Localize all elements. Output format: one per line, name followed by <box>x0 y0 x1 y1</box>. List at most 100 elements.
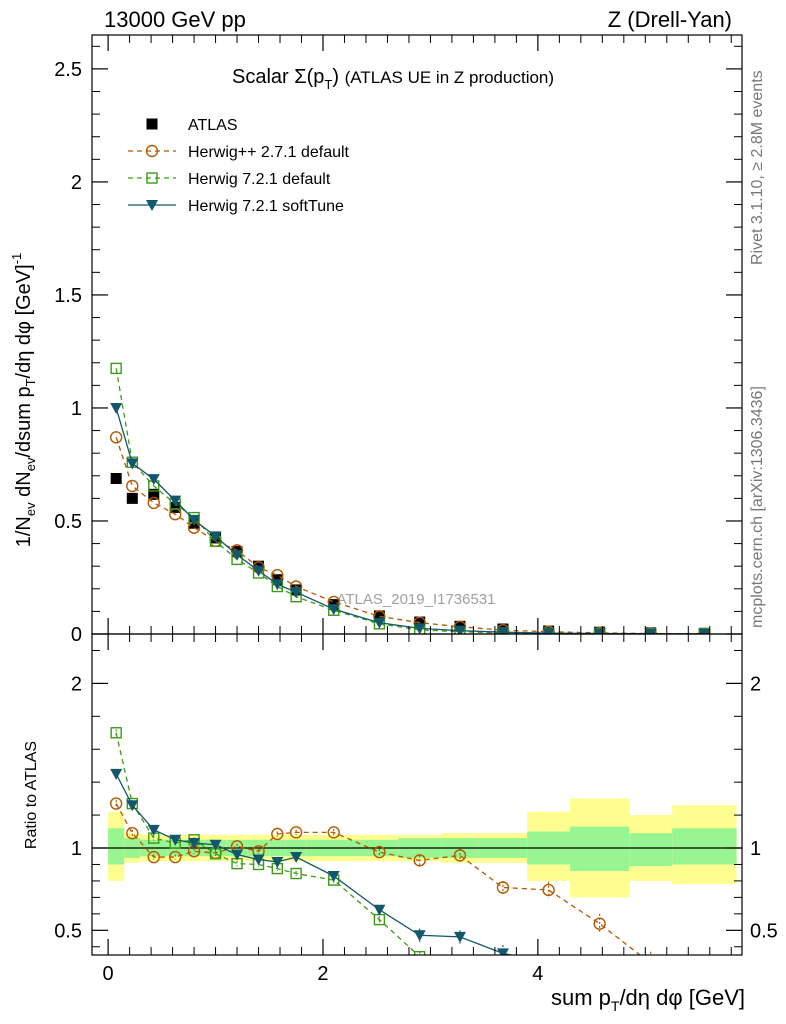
data-point-1 <box>126 479 139 493</box>
data-point-3 <box>231 549 244 561</box>
data-point-3 <box>252 565 265 577</box>
ratio-y-label: Ratio to ATLAS <box>23 741 40 849</box>
ratio-point-0 <box>699 966 710 977</box>
ratio-point-2 <box>169 834 182 846</box>
data-point-3 <box>413 623 426 634</box>
data-point-3 <box>209 531 222 543</box>
ratio-plot-frame <box>91 633 743 956</box>
ratio-point-1 <box>290 867 302 880</box>
ratio-point-0 <box>496 881 510 894</box>
ratio-point-0 <box>327 826 340 839</box>
data-point-3 <box>644 628 657 634</box>
ratio-point-2 <box>188 838 201 850</box>
ratio-plot-marks <box>92 727 742 980</box>
legend-label: ATLAS <box>188 117 238 134</box>
watermark: ATLAS_2019_I1736531 <box>336 591 495 608</box>
y-tick-label: 1.5 <box>54 285 82 307</box>
ratio-point-2 <box>543 958 555 969</box>
y-tick-label: 0.5 <box>54 511 82 533</box>
data-point-3 <box>169 495 182 507</box>
ratio-point-2 <box>594 966 606 977</box>
ratio-point-0 <box>413 854 426 867</box>
legend-marker <box>146 118 158 130</box>
data-point-0 <box>414 616 426 628</box>
ratio-point-1 <box>413 950 426 955</box>
data-point-0 <box>110 472 122 484</box>
data-point-3 <box>496 627 509 634</box>
header-right: Z (Drell-Yan) <box>608 7 732 32</box>
ratio-point-2 <box>327 870 340 882</box>
uncertainty-band-inner <box>570 826 630 872</box>
ratio-y-tick-label: 0.5 <box>54 920 82 942</box>
main-panel: ATLAS_2019_I1736531 0 0.5 1 1.5 2 2.5 Scalar … <box>9 34 743 646</box>
data-point-0 <box>148 488 160 500</box>
ratio-point-2 <box>252 854 265 866</box>
ratio-y-tick-label-right: 1 <box>750 838 761 860</box>
ratio-point-1 <box>455 960 465 970</box>
data-point-3 <box>110 402 123 414</box>
main-plot-axes: 0 0.5 1 1.5 2 2.5 <box>54 35 742 646</box>
series-line-1 <box>115 437 705 634</box>
ratio-point-0 <box>373 845 386 859</box>
ratio-point-0 <box>126 826 139 840</box>
ratio-y-tick-label-right: 0.5 <box>750 920 778 942</box>
legend-marker <box>146 172 158 184</box>
y-tick-label: 2.5 <box>54 59 82 81</box>
data-point-2 <box>110 362 122 375</box>
ratio-point-0 <box>593 917 606 930</box>
ratio-point-0 <box>271 827 284 841</box>
ratio-point-2 <box>496 948 509 955</box>
ratio-point-0 <box>645 958 656 969</box>
ratio-point-0 <box>169 850 182 864</box>
ratio-y-tick-label: 1 <box>71 838 82 860</box>
ratio-point-2 <box>373 904 386 916</box>
ratio-y-tick-label-right: 2 <box>750 673 761 695</box>
ratio-point-2 <box>453 931 466 943</box>
x-tick-label: 2 <box>317 963 328 985</box>
x-tick-label: 0 <box>103 963 114 985</box>
data-point-3 <box>271 579 284 591</box>
uncertainty-band-inner <box>108 828 125 865</box>
ratio-point-2 <box>126 800 139 812</box>
data-point-3 <box>698 628 711 634</box>
legend: ATLAS Herwig++ 2.7.1 default Herwig 7.2.1 … <box>128 117 350 215</box>
data-point-1 <box>147 496 160 510</box>
ratio-point-1 <box>110 727 122 739</box>
ratio-point-2 <box>413 930 426 942</box>
ratio-point-2 <box>271 856 284 868</box>
mcplots-label: mcplots.cern.ch [arXiv:1306.3436] <box>749 386 766 628</box>
data-point-3 <box>147 474 160 486</box>
data-point-3 <box>126 458 139 470</box>
ratio-point-2 <box>231 849 244 861</box>
ratio-point-1 <box>498 970 508 980</box>
legend-label: Herwig 7.2.1 softTune <box>188 198 344 215</box>
main-plot-marks <box>109 362 711 634</box>
data-point-0 <box>169 501 181 513</box>
uncertainty-band-inner <box>629 833 673 867</box>
legend-marker <box>146 200 158 211</box>
ratio-y-tick-label: 2 <box>71 673 82 695</box>
ratio-point-2 <box>290 852 303 864</box>
legend-marker <box>145 144 159 158</box>
legend-label: Herwig 7.2.1 default <box>188 171 331 188</box>
data-point-1 <box>109 431 123 444</box>
ratio-point-0 <box>453 849 467 862</box>
ratio-point-2 <box>147 824 160 836</box>
header-left: 13000 GeV pp <box>104 7 246 32</box>
x-tick-label: 4 <box>532 963 543 985</box>
ratio-point-2 <box>209 839 222 851</box>
rivet-label: Rivet 3.1.10, ≥ 2.8M events <box>749 70 766 265</box>
data-point-0 <box>373 610 385 622</box>
data-point-3 <box>453 625 466 634</box>
data-point-3 <box>188 514 201 526</box>
y-tick-label: 1 <box>71 398 82 420</box>
ratio-point-0 <box>289 826 303 839</box>
uncertainty-band-inner <box>672 828 737 865</box>
ratio-point-0 <box>542 883 555 897</box>
ratio-point-0 <box>147 850 160 864</box>
ratio-panel: 0.5 0.5 1 1 2 2 0 2 4 Ratio to ATLAS sum pT/dη d… <box>23 633 778 1014</box>
y-axis-label: 1/Nev dNev/dsum pT/dη dφ [GeV]-1 <box>9 253 38 548</box>
data-point-3 <box>327 604 340 616</box>
x-axis-label: sum pT/dη dφ [GeV] <box>551 985 745 1014</box>
